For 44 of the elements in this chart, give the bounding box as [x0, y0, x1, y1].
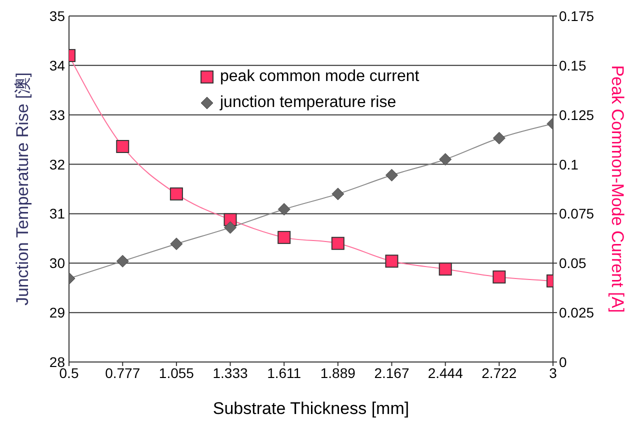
point	[224, 221, 237, 234]
y-tick-label: 34	[49, 57, 66, 74]
x-tick-label: 1.055	[158, 364, 194, 381]
x-tick-label: 2.167	[374, 364, 410, 381]
x-tick-label: 1.611	[267, 364, 302, 381]
x-tick-label: 3	[549, 364, 558, 381]
y2-tick-label: 0.075	[559, 206, 594, 222]
point	[438, 262, 452, 276]
point	[492, 270, 506, 284]
y2-axis-title: Peak Common-Mode Current [A]	[608, 65, 627, 313]
legend-label: junction temperature rise	[220, 94, 396, 112]
x-tick-label: 1.889	[320, 364, 356, 381]
point	[278, 203, 290, 216]
point	[170, 187, 183, 200]
y-tick-label: 30	[49, 255, 66, 272]
x-axis-title: Substrate Thickness [mm]	[212, 399, 410, 418]
point	[332, 188, 344, 200]
x-tick-label: 1.333	[212, 364, 248, 381]
point	[439, 153, 452, 166]
point	[385, 254, 398, 268]
y-tick-label: 32	[49, 156, 66, 172]
y2-tick-label: 0.1	[559, 156, 579, 172]
y-tick-label: 29	[49, 304, 66, 321]
point	[492, 132, 506, 144]
y-tick-label: 33	[49, 106, 66, 123]
y2-tick-label: 0.025	[559, 304, 594, 321]
y-tick-label: 31	[49, 206, 66, 222]
y2-tick-label: 0	[559, 354, 567, 370]
y2-tick-label: 0.125	[559, 106, 594, 123]
legend-label: peak common mode current	[220, 68, 420, 86]
point	[116, 140, 130, 153]
y2-tick-label: 0.05	[559, 255, 586, 272]
point	[278, 230, 291, 244]
x-tick-label: 2.444	[428, 364, 464, 381]
x-tick-label: 2.722	[482, 364, 517, 381]
x-tick-label: 0.777	[105, 364, 140, 381]
point	[116, 254, 129, 268]
point	[385, 168, 398, 182]
point	[331, 236, 344, 250]
y-tick-label: 35	[49, 8, 66, 24]
point	[170, 238, 183, 250]
y2-tick-label: 0.15	[559, 57, 586, 74]
y2-tick-label: 0.175	[559, 8, 594, 24]
y-axis-title: Junction Temperature Rise [澳]	[13, 72, 32, 306]
